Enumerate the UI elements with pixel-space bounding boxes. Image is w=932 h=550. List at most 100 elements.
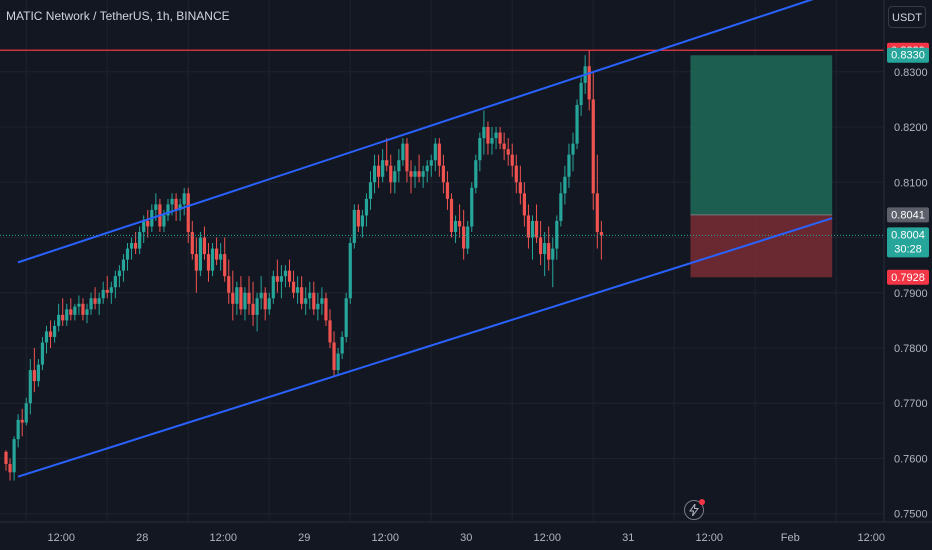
time-tick-label: 30 [460,532,472,544]
candle-body [466,226,470,249]
price-tick-label: 0.7800 [894,343,928,355]
price-label-text: 0.8004 [891,229,925,241]
overlays [0,0,884,478]
candle-body [170,198,174,205]
candle-body [44,331,49,343]
candle-body [61,314,65,321]
candle-body [567,154,571,177]
candle-body [522,193,526,216]
candle-body [129,243,134,249]
candle-body [121,259,126,271]
candle-body [425,165,429,172]
candle-body [287,270,292,282]
candle-body [219,254,223,260]
time-tick-label: 12:00 [533,532,561,544]
price-tick-label: 0.7900 [894,288,928,300]
candle-body [360,215,364,227]
candle-body [125,248,130,260]
candle-body [429,160,433,166]
candle-body [36,364,40,382]
notification-dot [699,499,705,505]
candle-body [401,143,405,161]
candle-body [291,281,296,293]
candle-body [206,254,211,271]
price-tick-label: 0.8200 [894,122,928,134]
candle-body [393,171,397,183]
candle-body [166,204,170,216]
candle-body [575,104,579,144]
candle-body [449,198,454,232]
candle-body [502,143,506,150]
candle-body [190,232,194,255]
candle-body [283,270,288,277]
candle-body [279,276,283,282]
candle-body [547,243,551,260]
price-label-box [887,207,929,223]
candle-body [518,182,522,194]
time-tick-label: 12:00 [371,532,399,544]
candle-body [441,165,445,183]
time-axis[interactable]: 12:00 28 12:00 29 12:00 30 12:00 31 12:00 Feb 12:0… [0,521,932,544]
candle-body [8,464,12,473]
candle-body [24,403,28,423]
candle-body [510,154,514,166]
candle-body [275,276,279,282]
lightning-icon[interactable] [684,499,705,520]
price-tick-label: 0.8300 [894,67,928,79]
candle-body [138,232,142,249]
price-label-text: 0.7928 [891,272,925,284]
candle-body [16,419,20,440]
countdown-label: 30:28 [894,243,922,255]
candle-body [490,138,494,144]
candle-body [470,187,474,227]
candle-body [595,193,599,232]
candle-body [109,287,113,293]
candle-body [304,298,308,304]
candle-body [559,193,563,221]
candle-body [12,439,16,473]
candle-body [445,182,450,199]
candle-body [328,320,332,343]
candle-body [271,276,275,299]
candle-body [579,82,583,105]
candle-body [530,220,535,238]
candle-body [57,314,61,326]
candle-body [69,309,73,315]
price-tick-label: 0.8100 [894,177,928,189]
price-axis[interactable]: 0.83000.82000.81000.80000.79000.78000.77… [883,0,928,522]
time-tick-label: Feb [781,532,800,544]
candle-body [227,276,231,293]
candle-body [182,193,186,205]
currency-button[interactable]: USDT [888,6,926,28]
candle-body [555,220,559,249]
candle-body [348,243,352,299]
candle-body [340,336,344,354]
time-tick-label: 12:00 [209,532,237,544]
candle-body [453,220,458,232]
candle-body [186,193,190,232]
target-zone [690,55,833,215]
candle-body [324,298,328,321]
candle-body [259,292,263,299]
candle-body [377,165,381,177]
candle-body [344,298,348,337]
candle-body [296,287,300,293]
candle-body [300,287,304,304]
candle-body [462,226,466,249]
candle-body [223,254,227,277]
candle-body [312,292,316,310]
candle-body [385,160,389,166]
candle-body [534,220,539,238]
candle-body [563,176,567,194]
candle-body [320,298,324,304]
candle-body [134,243,138,249]
candle-body [85,309,89,315]
candle-body [587,66,591,100]
price-label-box [887,47,929,63]
candle-body [372,165,377,183]
candle-body [364,198,369,216]
candle-body [336,353,340,371]
candle-body [146,220,150,227]
candle-body [89,298,93,310]
